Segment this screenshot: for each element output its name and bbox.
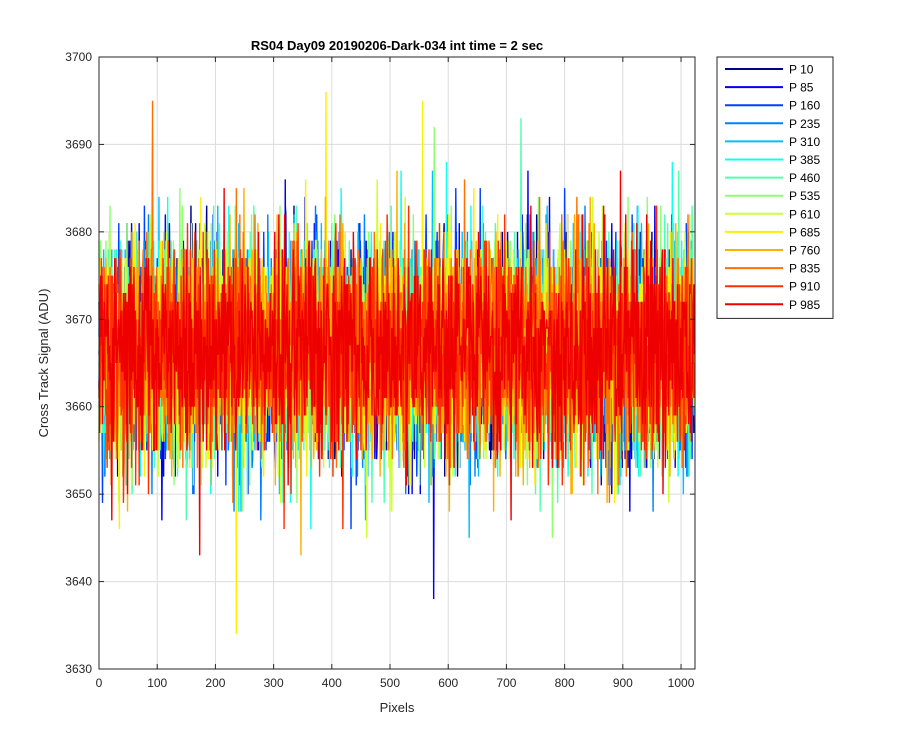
y-tick-label: 3690 <box>65 137 92 151</box>
y-tick-label: 3630 <box>65 662 92 676</box>
legend-label: P 385 <box>789 153 820 167</box>
y-tick-label: 3640 <box>65 575 92 589</box>
y-tick-label: 3650 <box>65 487 92 501</box>
legend-label: P 760 <box>789 244 820 258</box>
legend-label: P 10 <box>789 63 814 77</box>
legend: P 10 P 85 P 160 P 235 P 310 P 385 P 460 P 535 P … <box>716 56 834 319</box>
series-lines <box>98 91 696 635</box>
legend-label: P 985 <box>789 298 820 312</box>
legend-label: P 835 <box>789 262 820 276</box>
legend-label: P 85 <box>789 81 814 95</box>
legend-label: P 160 <box>789 99 820 113</box>
x-tick-label: 700 <box>496 676 516 690</box>
legend-label: P 535 <box>789 189 820 203</box>
legend-box <box>716 56 834 319</box>
x-tick-label: 900 <box>613 676 633 690</box>
plot-frame <box>98 56 696 670</box>
x-axis-label: Pixels <box>380 700 415 715</box>
series-line-p985 <box>98 170 696 556</box>
legend-label: P 460 <box>789 171 820 185</box>
chart-title: RS04 Day09 20190206-Dark-034 int time = … <box>251 38 543 53</box>
x-tick-label: 100 <box>147 676 167 690</box>
x-tick-label: 800 <box>555 676 575 690</box>
x-tick-label: 300 <box>264 676 284 690</box>
y-tick-label: 3680 <box>65 225 92 239</box>
legend-label: P 910 <box>789 280 820 294</box>
legend-label: P 610 <box>789 207 820 221</box>
y-axis-label: Cross Track Signal (ADU) <box>36 289 51 438</box>
x-tick-label: 500 <box>380 676 400 690</box>
legend-label: P 235 <box>789 117 820 131</box>
x-tick-label: 1000 <box>668 676 695 690</box>
legend-label: P 310 <box>789 135 820 149</box>
x-tick-label: 0 <box>96 676 103 690</box>
y-tick-label: 3660 <box>65 400 92 414</box>
y-tick-label: 3670 <box>65 312 92 326</box>
y-tick-label: 3700 <box>65 50 92 64</box>
legend-label: P 685 <box>789 225 820 239</box>
x-tick-label: 200 <box>205 676 225 690</box>
x-tick-label: 400 <box>322 676 342 690</box>
x-tick-label: 600 <box>438 676 458 690</box>
axis-ticks: 0 100 200 300 400 500 600 700 800 900 1000 3630 3640… <box>65 50 695 690</box>
